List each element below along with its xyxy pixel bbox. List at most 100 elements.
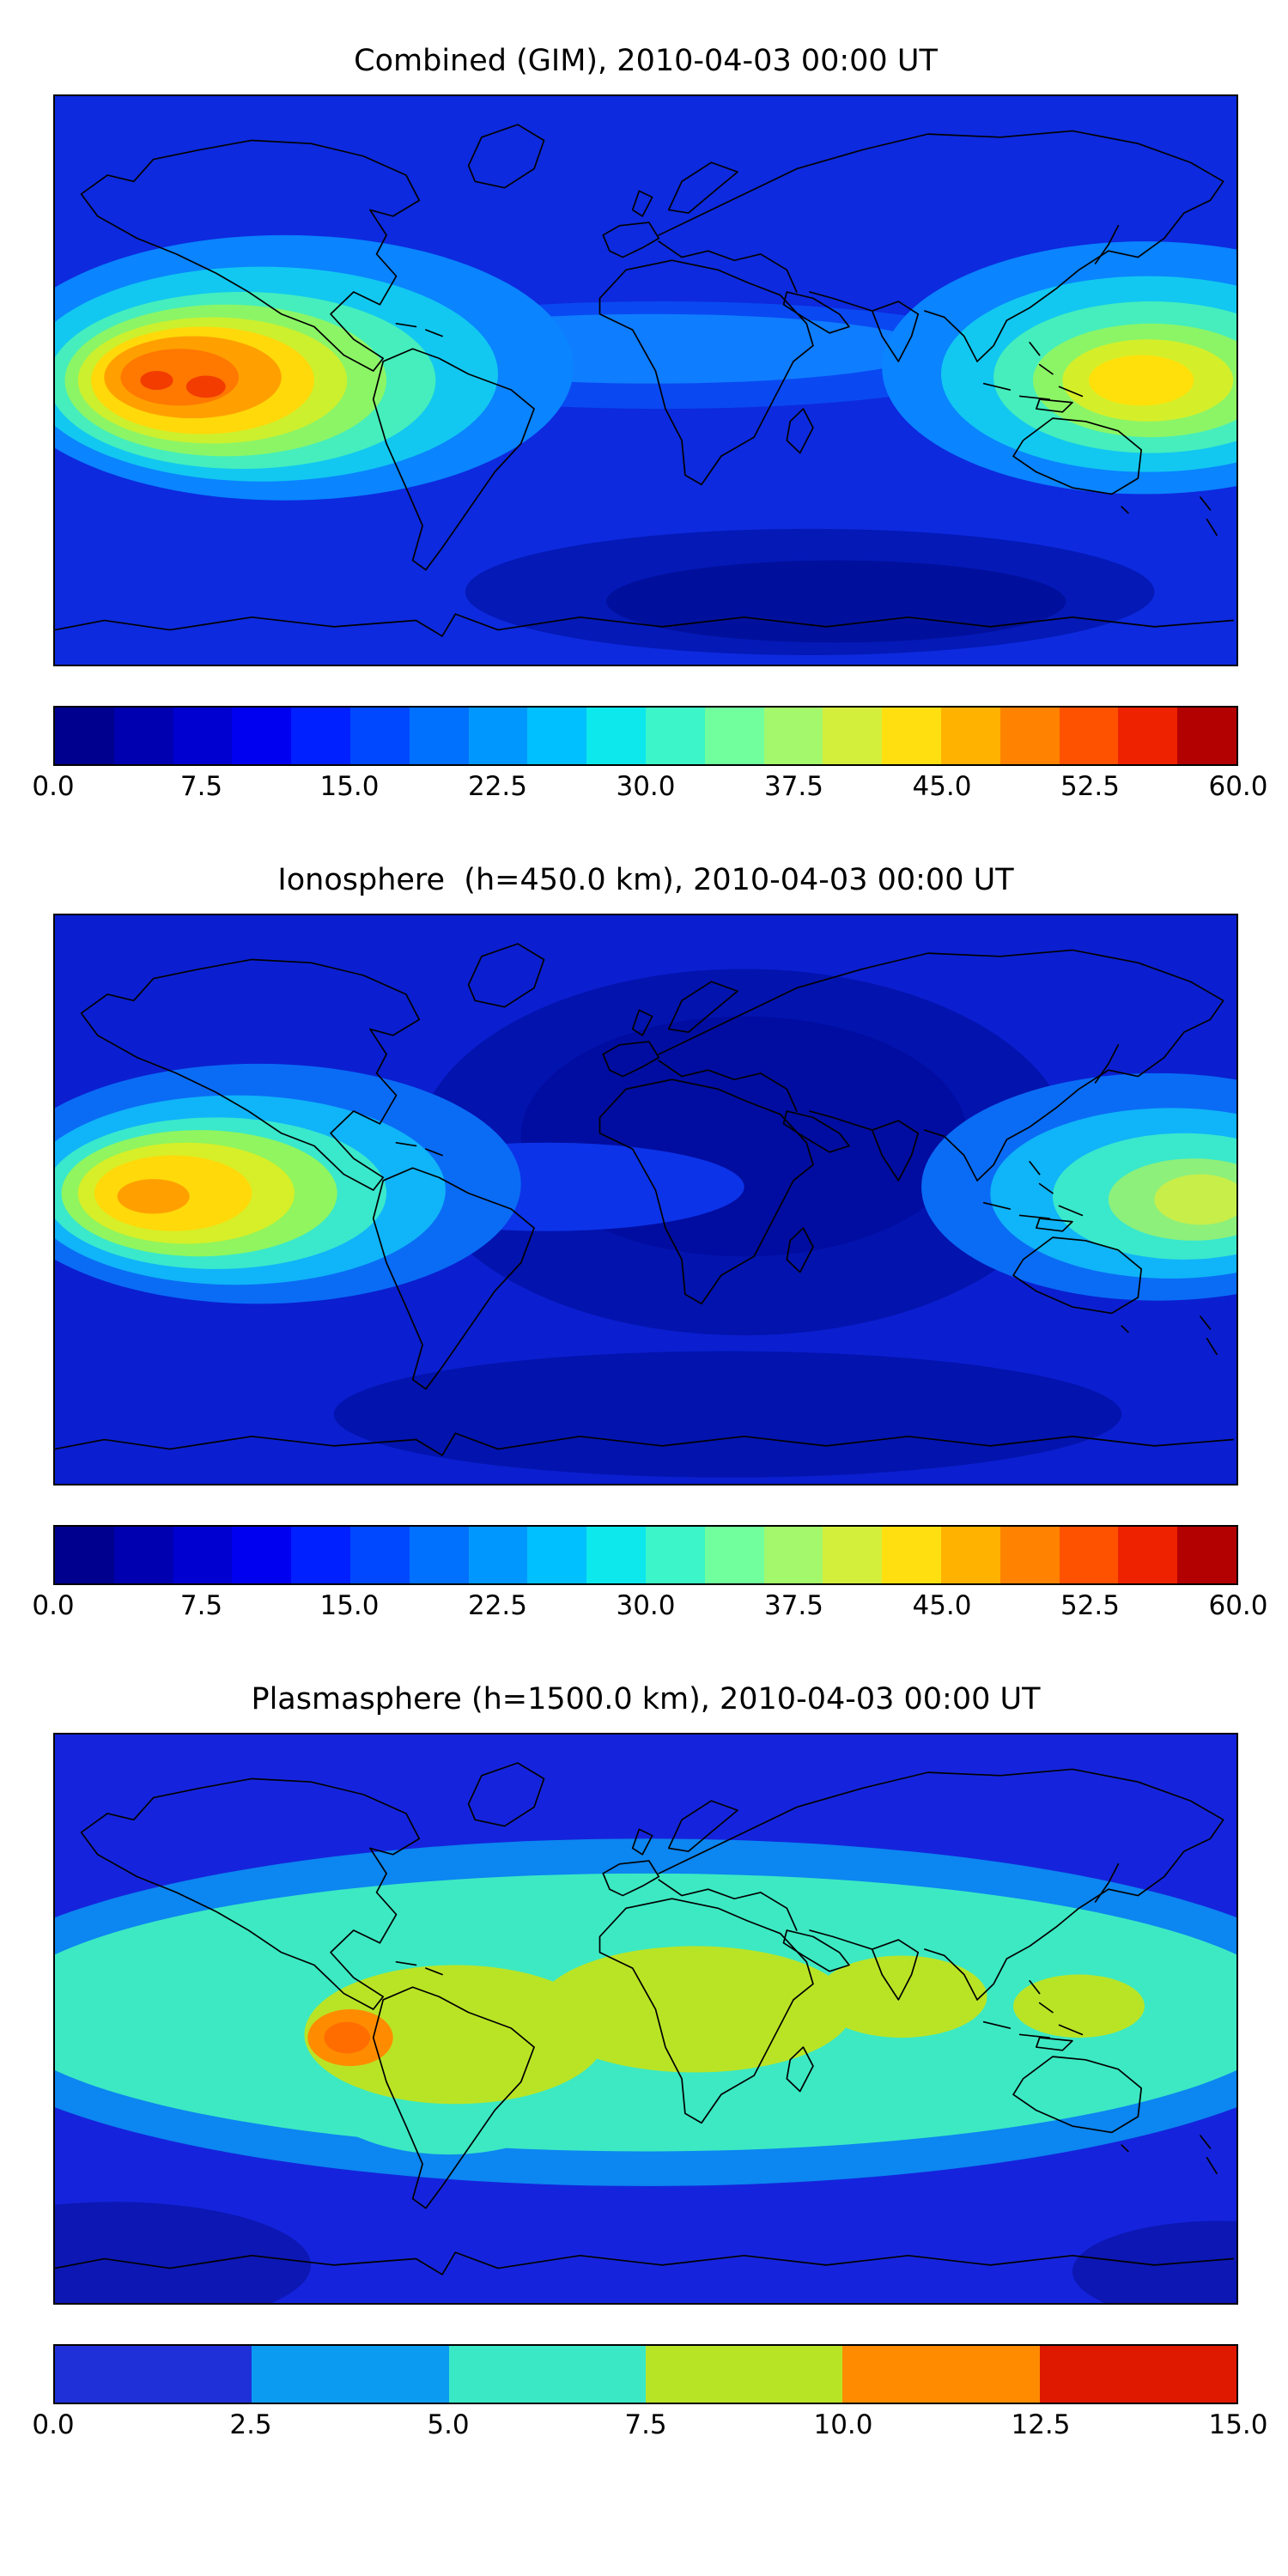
contour-band xyxy=(1089,355,1194,406)
colorbar-segment xyxy=(349,708,410,764)
tec-blob-east-pacific xyxy=(55,234,574,501)
colorbar-combined: 0.0 7.5 15.0 22.5 30.0 37.5 45.0 52.5 60.0 xyxy=(32,706,1268,807)
colorbar-tick-label: 22.5 xyxy=(467,1590,528,1621)
colorbar-segment xyxy=(940,1527,1000,1583)
colorbar-segment xyxy=(291,708,350,764)
colorbar-segment xyxy=(1059,708,1119,764)
panel-title-combined: Combined (GIM), 2010-04-03 00:00 UT xyxy=(354,44,938,78)
colorbar-ionosphere: 0.0 7.5 15.0 22.5 30.0 37.5 45.0 52.5 60.0 xyxy=(32,1525,1268,1626)
colorbar-tick-label: 0.0 xyxy=(32,2409,75,2440)
map-plasmasphere xyxy=(53,1733,1238,2305)
tec-blob-west-pacific xyxy=(882,241,1236,495)
colorbar-segment xyxy=(55,708,114,764)
contour-band xyxy=(816,1955,987,2038)
colorbar-segment xyxy=(645,708,705,764)
colorbar-segment xyxy=(55,1527,114,1583)
plasmasphere-equatorial-band xyxy=(55,1838,1236,2186)
colorbar-segment xyxy=(842,2346,1040,2403)
colorbar-tick-label: 15.0 xyxy=(319,771,380,802)
colorbar-segment xyxy=(113,708,173,764)
colorbar-gradient xyxy=(53,706,1238,766)
colorbar-tick-label: 15.0 xyxy=(319,1590,380,1621)
panel-plasmasphere: Plasmasphere (h=1500.0 km), 2010-04-03 0… xyxy=(32,1626,1268,2445)
colorbar-tick-label: 52.5 xyxy=(1060,771,1121,802)
colorbar-segment xyxy=(349,1527,410,1583)
contour-band xyxy=(120,349,240,406)
colorbar-segment xyxy=(232,1527,292,1583)
colorbar-segment xyxy=(704,1527,764,1583)
colorbar-tick-labels: 0.0 7.5 15.0 22.5 30.0 37.5 45.0 52.5 60.0 xyxy=(32,771,1267,807)
world-map-plasmasphere xyxy=(55,1735,1236,2303)
colorbar-segment xyxy=(291,1527,350,1583)
colorbar-segment xyxy=(527,708,587,764)
contour-peak xyxy=(140,370,173,391)
contour-band xyxy=(1013,1974,1145,2038)
colorbar-segment xyxy=(409,1527,469,1583)
colorbar-segment xyxy=(527,1527,587,1583)
colorbar-tick-label: 5.0 xyxy=(427,2409,470,2440)
colorbar-segment xyxy=(173,708,233,764)
colorbar-tick-label: 37.5 xyxy=(763,771,824,802)
panel-title-plasmasphere: Plasmasphere (h=1500.0 km), 2010-04-03 0… xyxy=(251,1682,1041,1716)
colorbar-segment xyxy=(586,1527,646,1583)
colorbar-tick-label: 7.5 xyxy=(179,1590,223,1621)
colorbar-gradient xyxy=(53,2344,1238,2404)
colorbar-segment xyxy=(1059,1527,1119,1583)
colorbar-segment xyxy=(1118,708,1178,764)
colorbar-segment xyxy=(1118,1527,1178,1583)
colorbar-tick-label: 2.5 xyxy=(229,2409,272,2440)
colorbar-gradient xyxy=(53,1525,1238,1585)
figure: Combined (GIM), 2010-04-03 00:00 UT xyxy=(32,0,1268,2445)
contour-band xyxy=(55,2202,312,2303)
colorbar-segment xyxy=(468,1527,528,1583)
contour-band xyxy=(1072,2221,1236,2303)
colorbar-tick-label: 22.5 xyxy=(467,771,528,802)
colorbar-segment xyxy=(586,708,646,764)
colorbar-segment xyxy=(763,1527,823,1583)
contour-peak xyxy=(185,375,226,398)
colorbar-plasmasphere: 0.0 2.5 5.0 7.5 10.0 12.5 15.0 xyxy=(32,2344,1268,2445)
colorbar-tick-labels: 0.0 2.5 5.0 7.5 10.0 12.5 15.0 xyxy=(32,2409,1267,2445)
colorbar-tick-label: 60.0 xyxy=(1208,771,1268,802)
colorbar-tick-label: 37.5 xyxy=(763,1590,824,1621)
colorbar-tick-labels: 0.0 7.5 15.0 22.5 30.0 37.5 45.0 52.5 60.0 xyxy=(32,1590,1267,1626)
contour-peak xyxy=(324,2021,370,2054)
colorbar-tick-label: 12.5 xyxy=(1011,2409,1071,2440)
colorbar-tick-label: 0.0 xyxy=(32,771,75,802)
colorbar-tick-label: 10.0 xyxy=(813,2409,873,2440)
panel-ionosphere: Ionosphere (h=450.0 km), 2010-04-03 00:0… xyxy=(32,807,1268,1626)
colorbar-segment xyxy=(823,1527,883,1583)
contour-peak xyxy=(117,1179,190,1214)
colorbar-segment xyxy=(1177,708,1236,764)
colorbar-segment xyxy=(882,708,941,764)
colorbar-segment xyxy=(645,2346,843,2403)
contour-band xyxy=(537,1946,853,2073)
contour-band xyxy=(1154,1174,1236,1225)
map-ionosphere xyxy=(53,914,1238,1485)
colorbar-tick-label: 30.0 xyxy=(616,771,676,802)
colorbar-tick-label: 0.0 xyxy=(32,1590,75,1621)
colorbar-segment xyxy=(999,1527,1060,1583)
colorbar-segment xyxy=(882,1527,941,1583)
colorbar-segment xyxy=(1177,1527,1236,1583)
world-map-ionosphere xyxy=(55,915,1236,1484)
contour-band xyxy=(333,1351,1122,1478)
colorbar-segment xyxy=(55,2346,252,2403)
colorbar-segment xyxy=(468,708,528,764)
colorbar-segment xyxy=(645,1527,705,1583)
colorbar-tick-label: 45.0 xyxy=(912,771,972,802)
world-map-combined xyxy=(55,96,1236,665)
colorbar-segment xyxy=(448,2346,646,2403)
colorbar-segment xyxy=(252,2346,449,2403)
colorbar-segment xyxy=(940,708,1000,764)
panel-combined-gim: Combined (GIM), 2010-04-03 00:00 UT xyxy=(32,0,1268,807)
colorbar-segment xyxy=(704,708,764,764)
colorbar-segment xyxy=(173,1527,233,1583)
colorbar-segment xyxy=(823,708,883,764)
colorbar-segment xyxy=(113,1527,173,1583)
panel-title-ionosphere: Ionosphere (h=450.0 km), 2010-04-03 00:0… xyxy=(277,863,1014,897)
map-combined-gim xyxy=(53,94,1238,666)
colorbar-tick-label: 7.5 xyxy=(624,2409,667,2440)
contour-field-plasmasphere xyxy=(55,1735,1236,2303)
colorbar-tick-label: 15.0 xyxy=(1208,2409,1268,2440)
